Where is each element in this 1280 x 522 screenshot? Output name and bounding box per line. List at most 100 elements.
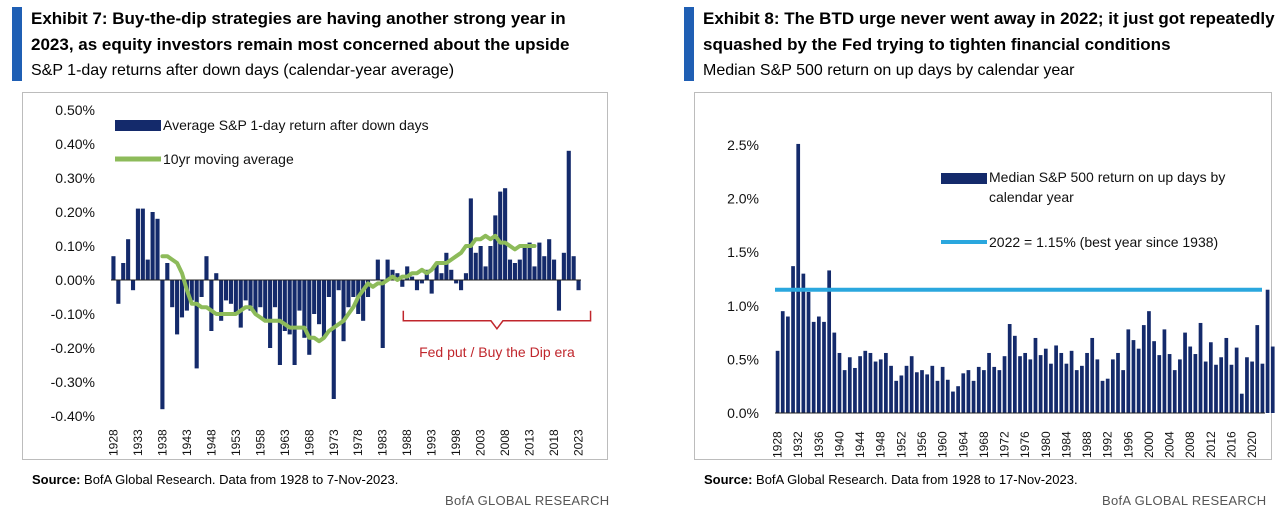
bar	[780, 311, 785, 413]
bar	[214, 273, 219, 280]
bar	[935, 380, 940, 413]
x-tick-label: 1956	[915, 431, 929, 458]
bar	[1074, 370, 1079, 413]
bar	[341, 280, 346, 342]
bar	[1198, 322, 1203, 413]
bar	[909, 356, 914, 413]
bar	[1033, 337, 1038, 413]
x-tick-label: 2020	[1245, 431, 1259, 458]
x-tick-label: 1968	[302, 429, 316, 456]
bar	[837, 352, 842, 413]
bar	[258, 280, 263, 308]
bar	[1214, 364, 1218, 413]
exhibit-7-panel: Exhibit 7: Buy-the-dip strategies are ha…	[0, 0, 630, 522]
bar	[512, 263, 517, 280]
source-label: Source:	[32, 472, 81, 487]
bar	[400, 280, 405, 287]
bar	[1265, 289, 1270, 413]
bar	[454, 280, 459, 284]
bar	[326, 280, 331, 297]
bar	[1007, 324, 1012, 413]
bar	[547, 239, 552, 280]
x-tick-label: 2012	[1204, 431, 1218, 458]
x-tick-label: 1998	[449, 429, 463, 456]
bar	[806, 291, 811, 413]
y-tick-label: 2.5%	[727, 137, 759, 153]
x-tick-label: 2008	[498, 429, 512, 456]
bar	[199, 280, 204, 297]
bar	[126, 239, 131, 280]
bar	[822, 321, 826, 413]
bar	[1136, 348, 1141, 413]
exhibit-title: Exhibit 7: Buy-the-dip strategies are ha…	[31, 6, 570, 58]
bar	[868, 352, 873, 413]
bar	[444, 252, 449, 280]
bar	[987, 352, 991, 413]
bar	[414, 280, 420, 291]
bar	[165, 263, 170, 280]
x-tick-label: 1992	[1101, 431, 1115, 458]
x-tick-label: 1933	[131, 429, 145, 456]
bar	[498, 191, 503, 280]
bar	[419, 280, 424, 284]
bar	[816, 316, 821, 413]
bar	[1250, 361, 1254, 413]
bar	[507, 259, 513, 280]
bar	[405, 266, 410, 280]
source-text: BofA Global Research. Data from 1928 to …	[752, 472, 1078, 487]
bar	[827, 270, 832, 413]
bar	[940, 366, 945, 413]
legend-label-bars-line2: calendar year	[989, 189, 1074, 205]
bar	[346, 280, 351, 308]
bar	[1162, 329, 1167, 413]
x-tick-label: 2004	[1163, 431, 1177, 458]
bar	[351, 280, 356, 297]
bar	[576, 280, 581, 291]
bar	[434, 263, 439, 280]
bar	[439, 273, 444, 280]
bar	[571, 256, 576, 280]
x-tick-label: 1953	[229, 429, 243, 456]
chart-1-svg: 0.50% 0.40% 0.30% 0.20% 0.10% 0.00% -0.10% -0.2…	[51, 102, 592, 456]
x-tick-label: 1983	[376, 429, 390, 456]
x-tick-label: 1932	[791, 431, 805, 458]
bar	[380, 280, 385, 348]
brand-label: BofA GLOBAL RESEARCH	[445, 493, 610, 508]
y-tick-label: -0.40%	[51, 408, 95, 424]
bar	[223, 280, 229, 301]
exhibit-title: Exhibit 8: The BTD urge never went away …	[703, 6, 1275, 58]
y-tick-label: 0.20%	[55, 204, 95, 220]
bar	[1131, 340, 1136, 413]
legend-label-reference: 2022 = 1.15% (best year since 1938)	[989, 234, 1218, 250]
x-tick-label: 2000	[1142, 431, 1156, 458]
y-tick-label: 2.0%	[727, 191, 759, 207]
bar	[930, 365, 935, 413]
exhibit-subtitle: S&P 1-day returns after down days (calen…	[31, 62, 455, 79]
bar	[1255, 325, 1260, 413]
bar	[1121, 370, 1126, 413]
x-tick-label: 1964	[956, 431, 970, 458]
bar	[135, 208, 140, 280]
bar	[899, 375, 904, 413]
bar	[961, 373, 966, 413]
bar	[228, 280, 234, 304]
bar	[925, 374, 930, 413]
bar	[542, 256, 547, 280]
bar	[155, 218, 160, 280]
bar	[522, 246, 527, 280]
title-line-1: Exhibit 7: Buy-the-dip strategies are ha…	[31, 9, 566, 28]
bar	[878, 359, 883, 413]
source-text: BofA Global Research. Data from 1928 to …	[80, 472, 399, 487]
bar	[832, 332, 837, 413]
bar	[1059, 352, 1064, 413]
bar	[863, 350, 868, 413]
bar	[488, 246, 493, 280]
source-note: Source: BofA Global Research. Data from …	[32, 472, 398, 487]
exhibit-subtitle: Median S&P 500 return on up days by cale…	[703, 62, 1075, 79]
bar	[556, 280, 562, 311]
legend-label-bars: Median S&P 500 return on up days by	[989, 169, 1225, 185]
bar	[233, 280, 238, 314]
x-tick-label: 1972	[998, 431, 1012, 458]
x-tick-label: 1980	[1039, 431, 1053, 458]
bar	[483, 266, 488, 280]
